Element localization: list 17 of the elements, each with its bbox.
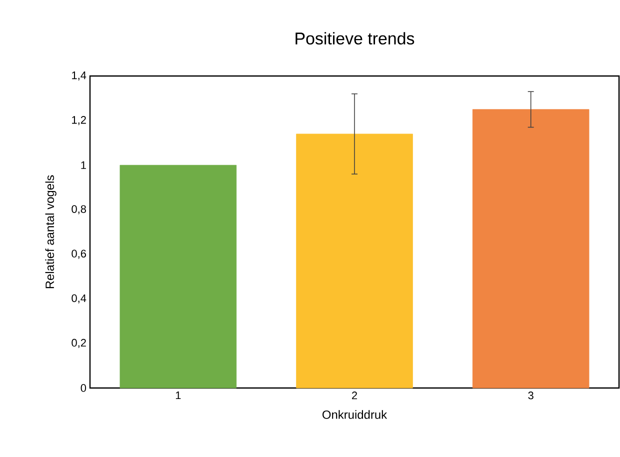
x-tick-label: 2 [352,392,358,400]
bar [296,134,413,388]
y-tick-label: 1,2 [72,116,86,126]
y-tick-label: 0,2 [72,338,86,348]
y-axis-title: Relatief aantal vogels [45,175,56,288]
y-tick-label: 0 [80,384,86,392]
y-tick-label: 0,4 [72,294,86,304]
x-tick-label: 1 [176,392,181,400]
bar [472,109,590,388]
y-tick-label: 0,6 [72,250,86,259]
x-tick-label: 3 [528,392,534,400]
x-axis-title: Onkruiddruk [322,410,388,419]
y-tick-label: 0,8 [72,205,86,214]
y-tick-label: 1 [81,161,86,169]
chart-title: Positieve trends [296,32,414,45]
bar [120,164,237,388]
y-tick-label: 1,4 [72,72,86,80]
